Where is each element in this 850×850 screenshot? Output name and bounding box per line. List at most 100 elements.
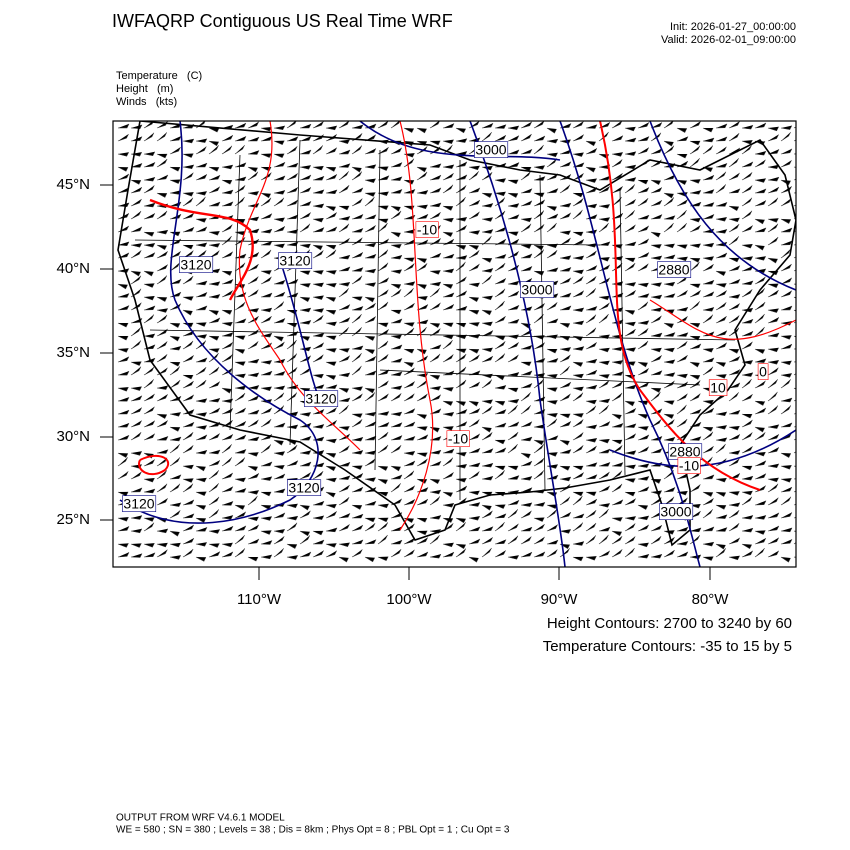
- wind-barb: [494, 539, 507, 545]
- wind-barb: [611, 413, 622, 420]
- wind-barb: [585, 399, 597, 405]
- wind-barb: [767, 550, 779, 558]
- wind-barb: [156, 420, 168, 428]
- wind-barb: [533, 176, 546, 181]
- wind-barb: [325, 147, 337, 155]
- wind-barb: [650, 391, 661, 402]
- wind-barb: [767, 359, 779, 365]
- wind-barb: [715, 163, 728, 168]
- wind-barb: [221, 457, 232, 467]
- wind-barb: [247, 556, 259, 562]
- wind-barb: [702, 307, 715, 312]
- wind-barb: [754, 348, 766, 354]
- wind-barb: [403, 460, 416, 467]
- wind-barb: [559, 255, 572, 260]
- wind-barb: [182, 309, 193, 316]
- wind-barb: [481, 203, 494, 208]
- wind-barb: [585, 405, 597, 415]
- wind-barb: [130, 340, 142, 350]
- wind-barb: [390, 344, 403, 350]
- wind-barb: [677, 526, 689, 532]
- wind-barb: [559, 476, 572, 482]
- wind-barb: [247, 538, 260, 545]
- wind-barb: [442, 411, 455, 417]
- wind-barb: [689, 484, 701, 493]
- wind-barb: [351, 296, 363, 301]
- wind-barb: [208, 496, 220, 506]
- wind-barb: [702, 189, 715, 194]
- wind-barb: [793, 178, 796, 181]
- wind-barb: [377, 556, 389, 561]
- wind-barb: [728, 188, 741, 194]
- wind-barb: [364, 556, 375, 563]
- wind-barb: [650, 282, 662, 287]
- wind-barb: [130, 515, 143, 520]
- wind-barb: [182, 431, 194, 441]
- wind-barb: [715, 184, 726, 194]
- wind-barb: [403, 158, 415, 168]
- wind-barb: [702, 456, 713, 467]
- wind-barb: [728, 158, 739, 168]
- lon-label: 80°W: [692, 591, 730, 608]
- wind-barb: [338, 404, 349, 415]
- wind-barb: [247, 524, 259, 532]
- wind-barb: [195, 242, 208, 248]
- wind-barb: [338, 484, 350, 493]
- wind-barb: [533, 551, 546, 558]
- wind-barb: [143, 379, 154, 389]
- wind-barb: [338, 317, 351, 324]
- wind-barb: [299, 535, 311, 545]
- wind-barb: [754, 276, 766, 285]
- wind-barb: [273, 217, 285, 222]
- wind-barb: [377, 222, 388, 233]
- wind-barb: [377, 422, 390, 428]
- wind-barb: [299, 136, 312, 142]
- wind-barb: [676, 136, 689, 142]
- wind-barb: [429, 302, 441, 311]
- wind-barb: [260, 540, 273, 545]
- wind-barb: [585, 342, 597, 350]
- wind-barb: [598, 295, 610, 301]
- wind-barb: [130, 361, 142, 366]
- wind-barb: [754, 530, 766, 535]
- wind-barb: [585, 522, 597, 532]
- wind-barb: [780, 218, 792, 224]
- wind-barb: [728, 491, 740, 496]
- wind-barb: [390, 411, 403, 417]
- wind-barb: [208, 543, 220, 548]
- wind-barb: [598, 186, 610, 194]
- wind-barb: [520, 476, 533, 481]
- wind-barb: [546, 452, 558, 457]
- wind-barb: [494, 374, 505, 381]
- wind-barb: [468, 433, 480, 441]
- wind-barb: [611, 135, 624, 142]
- wind-barb: [325, 212, 337, 220]
- wind-barb: [572, 192, 584, 198]
- wind-barb: [195, 425, 207, 430]
- wind-barb: [364, 225, 376, 233]
- wind-barb: [780, 512, 793, 519]
- wind-barb: [520, 133, 532, 142]
- wind-barb: [156, 549, 168, 558]
- wind-barb: [468, 447, 481, 454]
- wind-barb: [741, 446, 753, 454]
- wind-barb: [312, 308, 324, 313]
- wind-barb: [156, 153, 168, 159]
- wind-barb: [312, 250, 324, 259]
- wind-barb: [351, 214, 364, 220]
- wind-barb: [611, 530, 622, 537]
- wind-barb: [429, 344, 442, 350]
- wind-barb: [585, 498, 598, 506]
- wind-barb: [715, 361, 726, 368]
- wind-barb: [468, 419, 480, 428]
- wind-barb: [520, 217, 532, 223]
- wind-barb: [637, 413, 649, 419]
- wind-barb: [650, 214, 663, 220]
- wind-barb: [559, 449, 572, 454]
- wind-barb: [247, 329, 259, 337]
- wind-barb: [390, 147, 402, 155]
- wind-barb: [715, 437, 728, 442]
- wind-barb: [234, 548, 246, 558]
- wind-barb: [546, 138, 559, 144]
- wind-barb: [377, 431, 389, 441]
